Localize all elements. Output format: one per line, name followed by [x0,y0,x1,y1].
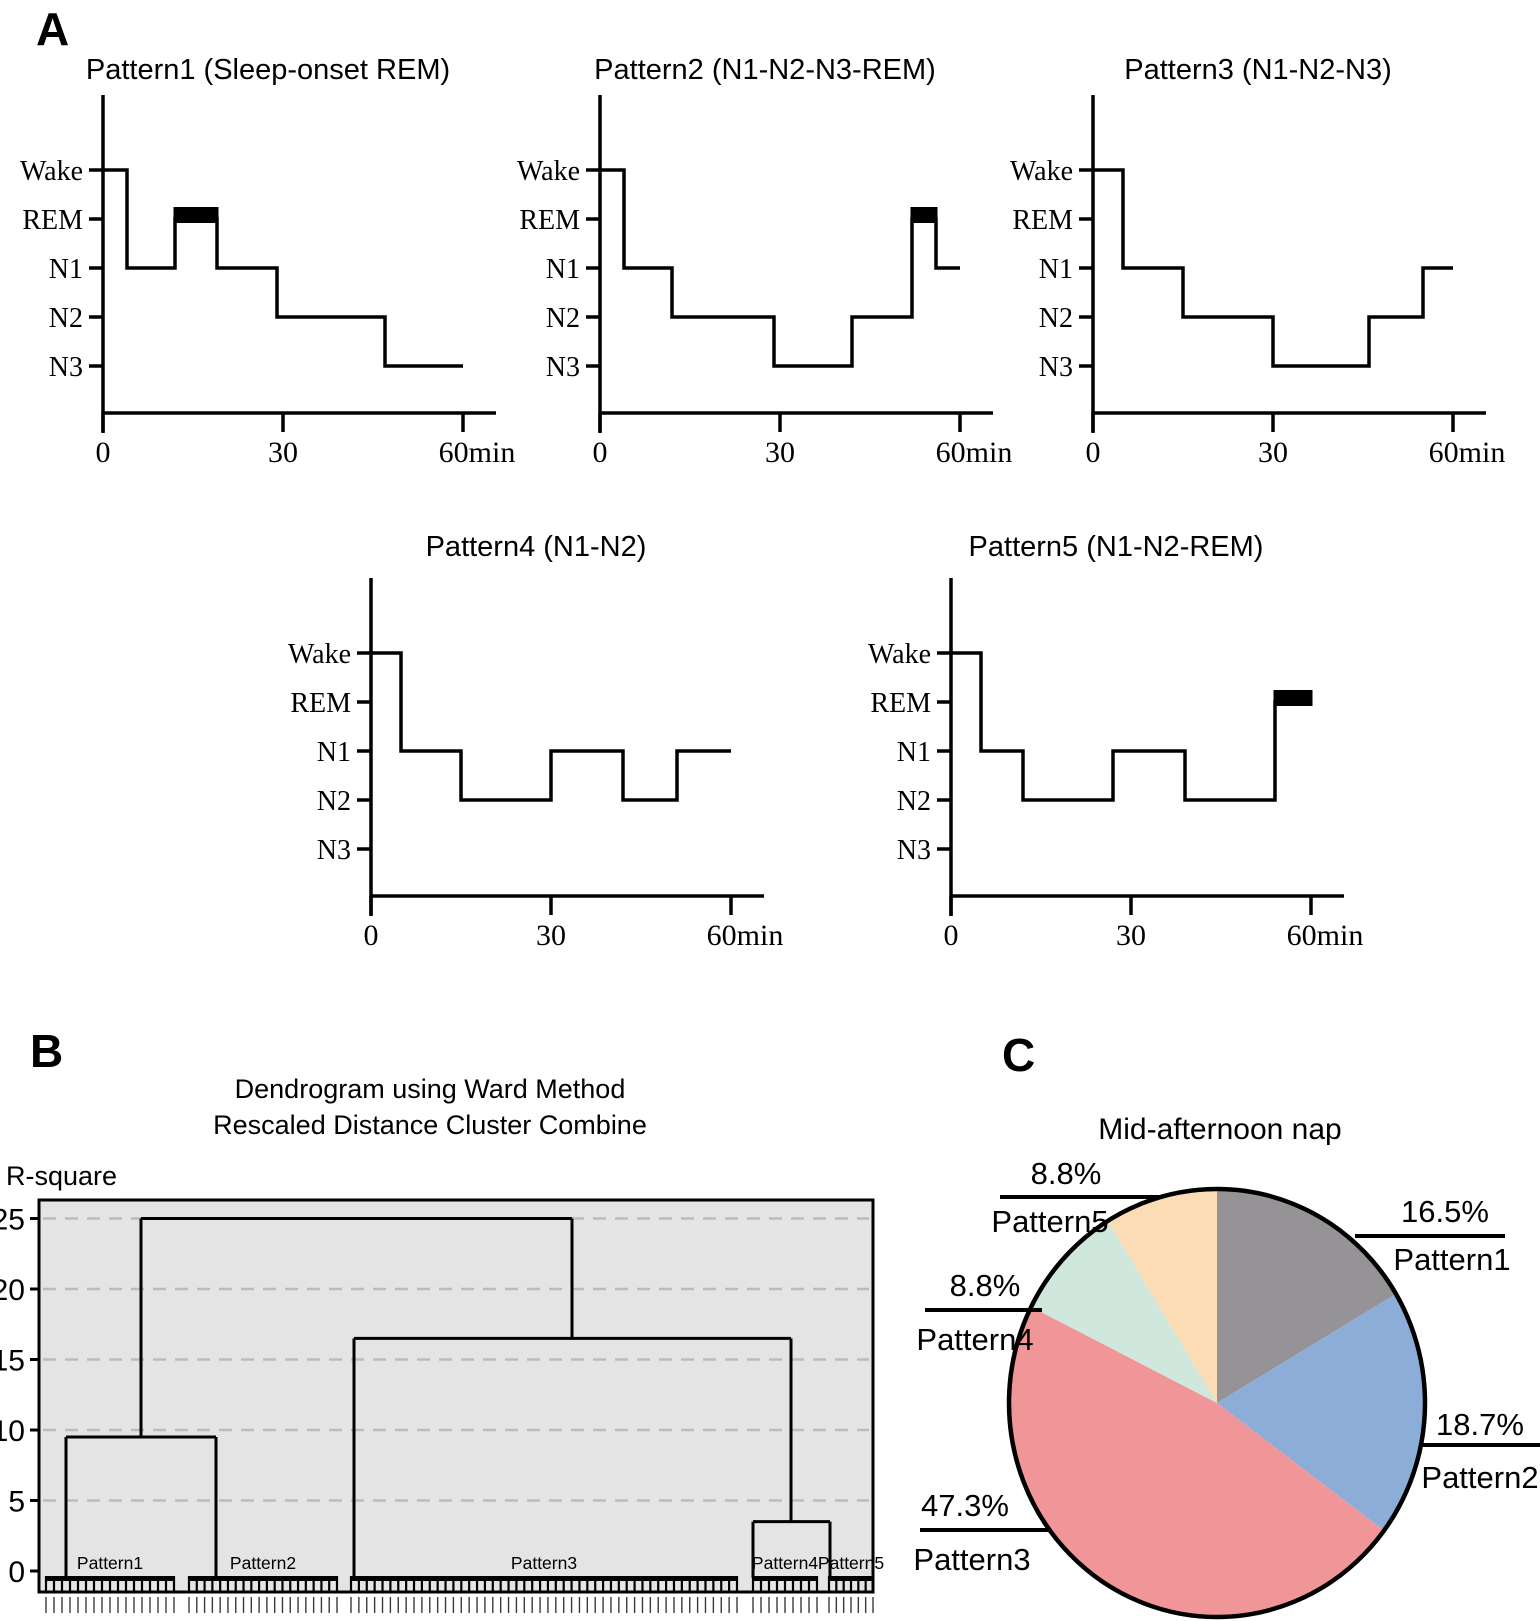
stage-label-Wake: Wake [20,156,83,187]
leaf-comb-Pattern2 [189,1576,337,1581]
stage-label-N2: N2 [317,786,351,817]
hypnogram-pattern3-chart: Wake REM N1 N2 N3 0 30 60min [1010,95,1506,469]
pie-name-label-Pattern2: Pattern2 [1421,1460,1538,1495]
pie-pct-label-Pattern5: 8.8% [1031,1156,1102,1191]
y-tick-label: 25 [0,1204,25,1237]
hypnogram-pattern3-title: Pattern3 (N1-N2-N3) [1124,54,1392,86]
stage-label-REM: REM [870,688,931,719]
cluster-label-Pattern3: Pattern3 [511,1553,577,1573]
stage-label-REM: REM [519,205,580,236]
cluster-label-Pattern1: Pattern1 [77,1553,143,1573]
hypnogram-step-line [103,168,463,368]
pie-pct-label-Pattern3: 47.3% [921,1488,1009,1523]
pie-slice-Pattern3 [1009,1306,1385,1617]
pie-outline [1006,1186,1428,1620]
hypnogram-pattern1-chart: Wake REM N1 N2 N3 0 30 60min [20,95,516,469]
x-tick-label: 0 [944,919,959,952]
stage-label-REM: REM [22,205,83,236]
pie-name-label-Pattern3: Pattern3 [913,1542,1030,1577]
plot-area [39,1200,873,1592]
x-tick-label: 30 [765,436,795,469]
pie-chart: 16.5% Pattern1 18.7% Pattern2 47.3% Pattern3 8… [913,1156,1540,1620]
hypnogram-pattern5-chart: Wake REM N1 N2 N3 0 30 60min [868,578,1364,952]
hypnogram-pattern4-title: Pattern4 (N1-N2) [425,531,647,563]
x-tick-label: 30 [1116,919,1146,952]
stage-label-N1: N1 [49,254,83,285]
stage-label-N3: N3 [546,352,580,383]
x-tick-label: 30 [536,919,566,952]
hypnogram-pattern1-title: Pattern1 (Sleep-onset REM) [85,54,451,86]
rem-episode-bar [173,207,219,223]
pie-name-label-Pattern1: Pattern1 [1393,1242,1510,1277]
stage-label-N3: N3 [317,835,351,866]
stage-label-N3: N3 [1039,352,1073,383]
stage-label-Wake: Wake [868,639,931,670]
x-tick-label: 60min [936,436,1013,469]
stage-label-Wake: Wake [288,639,351,670]
stage-label-N2: N2 [897,786,931,817]
stage-label-N2: N2 [49,303,83,334]
cluster-label-Pattern5: Pattern5 [818,1553,884,1573]
cluster-label-Pattern4: Pattern4 [752,1553,818,1573]
stage-label-Wake: Wake [1010,156,1073,187]
pie-slice-Pattern2 [1217,1293,1425,1531]
x-tick-label: 60min [1429,436,1506,469]
x-tick-label: 60min [439,436,516,469]
y-tick-label: 0 [8,1556,25,1589]
pie-slice-Pattern5 [1107,1189,1217,1403]
hypnogram-step-line [951,651,1311,802]
x-tick-label: 30 [268,436,298,469]
x-tick-label: 30 [1258,436,1288,469]
stage-label-N1: N1 [1039,254,1073,285]
hypnogram-step-line [371,651,731,802]
dendrogram-title: Dendrogram using Ward Method [234,1074,626,1104]
dendrogram-ylabel: R-square [6,1161,118,1191]
y-tick-label: 20 [0,1274,25,1307]
hypnogram-pattern2-chart: Wake REM N1 N2 N3 0 30 60min [517,95,1013,469]
cluster-label-Pattern2: Pattern2 [230,1553,296,1573]
x-tick-label: 0 [1086,436,1101,469]
pie-title: Mid-afternoon nap [1098,1113,1342,1146]
panel-b-label: B [30,1025,64,1077]
hypnogram-step-line [600,168,960,368]
dendrogram-subtitle: Rescaled Distance Cluster Combine [213,1110,647,1140]
rem-episode-bar [1273,690,1313,706]
hypnogram-step-line [1093,168,1453,368]
pie-pct-label-Pattern4: 8.8% [950,1268,1021,1303]
hypnogram-pattern4-chart: Wake REM N1 N2 N3 0 30 60min [288,578,784,952]
x-tick-label: 0 [96,436,111,469]
stage-label-Wake: Wake [517,156,580,187]
stage-label-N1: N1 [317,737,351,768]
rem-episode-bar [910,207,938,223]
stage-label-N3: N3 [897,835,931,866]
hypnogram-pattern2-title: Pattern2 (N1-N2-N3-REM) [594,54,936,86]
plot-frame [37,1198,875,1594]
pie-slice-Pattern1 [1217,1189,1396,1403]
hypnogram-pattern5-title: Pattern5 (N1-N2-REM) [968,531,1264,563]
stage-label-N2: N2 [1039,303,1073,334]
y-tick-label: 5 [8,1486,25,1519]
stage-label-N2: N2 [546,303,580,334]
x-tick-label: 60min [707,919,784,952]
pie-slice-Pattern4 [1031,1220,1217,1403]
stage-label-REM: REM [1012,205,1073,236]
stage-label-N1: N1 [897,737,931,768]
y-tick-label: 15 [0,1345,25,1378]
pie-pct-label-Pattern2: 18.7% [1436,1407,1524,1442]
stage-label-N3: N3 [49,352,83,383]
stage-label-N1: N1 [546,254,580,285]
pie-pct-label-Pattern1: 16.5% [1401,1194,1489,1229]
panel-a-label: A [36,3,70,55]
stage-label-REM: REM [290,688,351,719]
leaf-comb-Pattern3 [351,1576,737,1581]
x-tick-label: 60min [1287,919,1364,952]
x-tick-label: 0 [364,919,379,952]
x-tick-label: 0 [593,436,608,469]
dendrogram-chart: 25 20 15 10 5 0 Pattern1 Pattern2 Pattern3 Patter… [0,1198,884,1613]
y-tick-label: 10 [0,1415,25,1448]
panel-c-label: C [1002,1029,1036,1081]
